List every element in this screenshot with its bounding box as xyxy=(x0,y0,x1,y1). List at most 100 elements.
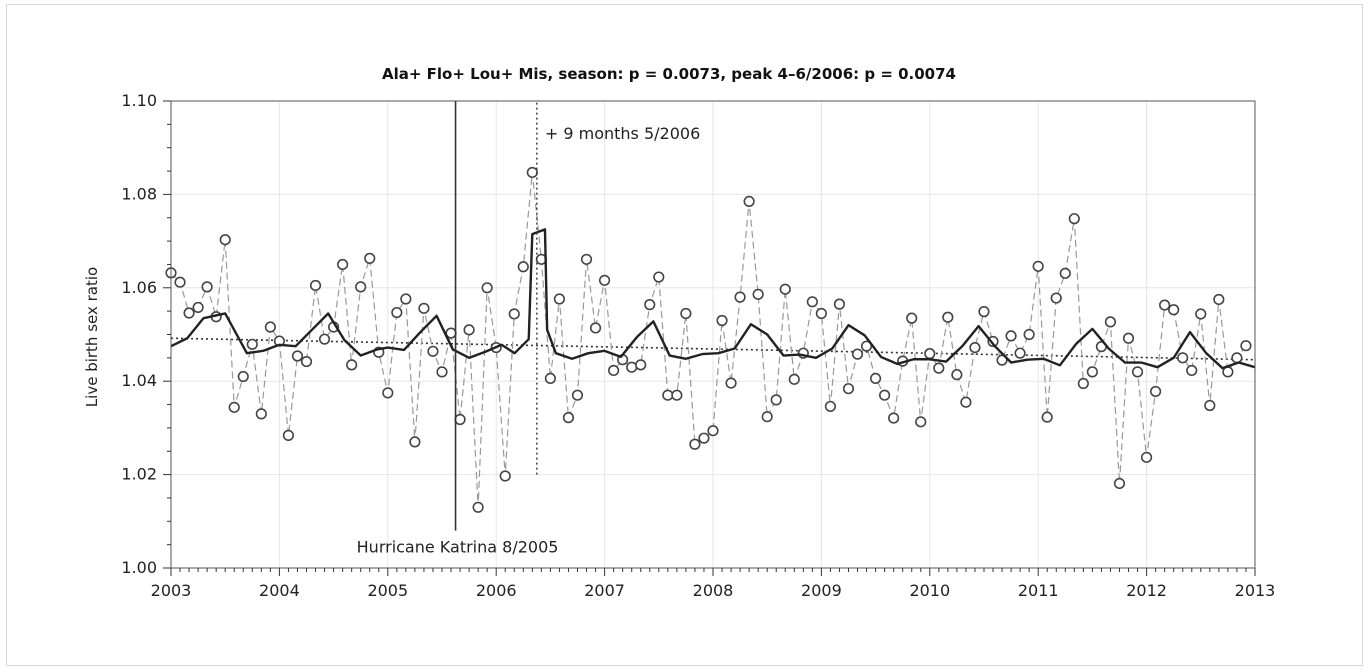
y-axis-label: Live birth sex ratio xyxy=(83,267,101,407)
x-tick-label: 2013 xyxy=(1235,581,1276,600)
data-point xyxy=(734,291,746,303)
data-point xyxy=(824,400,837,413)
data-point xyxy=(1086,366,1098,378)
data-point xyxy=(879,389,891,401)
data-point xyxy=(915,416,927,428)
data-point xyxy=(842,383,855,395)
data-point xyxy=(815,307,827,320)
data-point xyxy=(1195,308,1207,320)
y-tick-label: 1.04 xyxy=(121,371,157,390)
data-point xyxy=(671,389,683,401)
observed-dashed-line xyxy=(170,172,1247,508)
data-point xyxy=(788,373,800,385)
data-point xyxy=(355,281,367,293)
data-point xyxy=(418,302,430,314)
data-point xyxy=(553,293,566,305)
data-point xyxy=(1240,340,1252,352)
data-point xyxy=(571,389,584,401)
data-point xyxy=(888,412,900,424)
data-point xyxy=(1077,377,1089,390)
data-point xyxy=(906,312,918,324)
data-point xyxy=(851,348,864,360)
data-point xyxy=(1059,267,1071,279)
chart-frame xyxy=(6,4,1363,666)
y-tick-label: 1.08 xyxy=(121,184,157,203)
x-tick-label: 2004 xyxy=(259,581,300,600)
data-point xyxy=(978,306,990,318)
x-tick-label: 2007 xyxy=(584,581,625,600)
x-tick-label: 2009 xyxy=(801,581,842,600)
data-point xyxy=(544,372,556,384)
data-point xyxy=(626,361,638,373)
data-point xyxy=(337,258,349,271)
data-point xyxy=(463,324,475,336)
data-point xyxy=(255,408,267,420)
data-point xyxy=(1131,366,1144,378)
data-point xyxy=(300,355,313,368)
data-point xyxy=(192,301,204,314)
y-tick-label: 1.00 xyxy=(121,558,157,577)
chart-title: Ala+ Flo+ Lou+ Mis, season: p = 0.0073, … xyxy=(382,65,956,83)
data-point xyxy=(806,296,818,308)
data-point xyxy=(779,283,791,295)
seasonal-fit-line xyxy=(170,228,1256,370)
data-point xyxy=(201,281,213,293)
data-point xyxy=(436,366,448,378)
data-point xyxy=(1213,293,1225,306)
data-point xyxy=(499,470,511,482)
data-point xyxy=(1159,299,1171,311)
data-point xyxy=(860,340,873,352)
data-point xyxy=(644,299,656,311)
data-point xyxy=(960,396,972,408)
grid-lines xyxy=(170,100,1256,569)
hurricane-label: Hurricane Katrina 8/2005 xyxy=(357,538,559,557)
data-point xyxy=(246,338,258,350)
data-point xyxy=(309,279,322,292)
data-point xyxy=(1014,347,1026,359)
data-point xyxy=(318,333,331,345)
data-point xyxy=(1122,332,1135,344)
data-point xyxy=(689,438,701,450)
data-point xyxy=(996,354,1008,366)
data-point xyxy=(1140,451,1153,463)
data-point xyxy=(951,369,963,381)
data-point xyxy=(653,271,665,283)
x-tick-label: 2005 xyxy=(367,581,408,600)
data-point xyxy=(472,501,484,513)
data-point xyxy=(680,307,692,320)
data-point xyxy=(1168,304,1180,316)
data-point xyxy=(1005,330,1017,342)
observed-series-layer xyxy=(165,166,1252,513)
data-point xyxy=(662,389,674,401)
data-point xyxy=(1104,316,1117,328)
data-point xyxy=(526,166,538,179)
model-fit-layer xyxy=(170,228,1256,370)
data-point xyxy=(752,288,764,300)
data-point xyxy=(1041,411,1053,423)
data-point xyxy=(508,308,520,320)
data-point xyxy=(716,314,728,327)
data-point xyxy=(1068,213,1080,225)
annotations-layer: Hurricane Katrina 8/2005 + 9 months 5/200… xyxy=(357,101,700,557)
x-tick-label: 2003 xyxy=(151,581,192,600)
y-tick-label: 1.10 xyxy=(121,91,157,110)
data-point xyxy=(969,341,981,354)
data-point xyxy=(1050,292,1062,304)
data-point xyxy=(264,321,276,333)
x-tick-label: 2010 xyxy=(909,581,950,600)
data-point xyxy=(346,359,358,371)
axes: 2003 2004 2005 2006 2007 2008 2009 2010 2011 2012… xyxy=(121,91,1275,600)
data-point xyxy=(725,377,737,389)
data-point xyxy=(382,387,394,399)
data-point xyxy=(1186,364,1198,377)
data-point xyxy=(391,306,403,319)
data-point xyxy=(635,359,647,371)
data-point xyxy=(228,401,240,413)
data-point xyxy=(237,370,249,383)
x-tick-label: 2006 xyxy=(476,581,517,600)
data-point xyxy=(580,253,593,265)
data-point xyxy=(924,348,936,360)
data-point xyxy=(454,413,466,426)
data-point xyxy=(869,372,882,384)
